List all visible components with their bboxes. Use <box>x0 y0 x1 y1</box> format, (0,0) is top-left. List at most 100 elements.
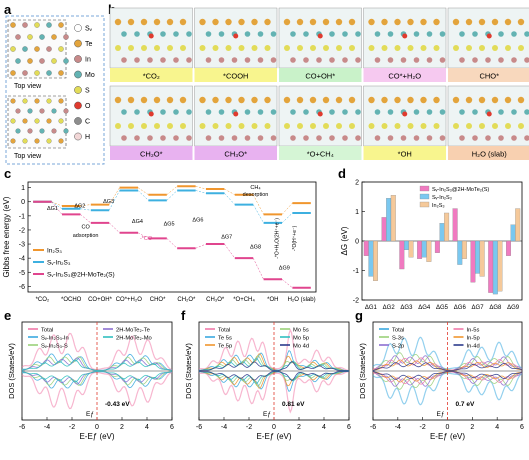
legend-label: Total <box>41 327 53 333</box>
atom-mark <box>225 45 232 51</box>
band-gap-label: -0.43 eV <box>105 401 130 408</box>
energy-connector-1 <box>252 204 264 224</box>
atom-mark <box>478 18 486 26</box>
bar-1 <box>421 240 427 258</box>
atom-mark <box>322 96 330 104</box>
atom-mark <box>39 128 45 134</box>
bar-1 <box>475 240 481 274</box>
atom-mark <box>10 22 16 28</box>
atom-mark <box>342 135 348 141</box>
x-tick-label: 6 <box>347 424 351 431</box>
atom-mark <box>270 135 277 141</box>
atom-mark <box>433 96 440 104</box>
atom-mark <box>179 18 187 26</box>
atom-mark <box>46 118 52 124</box>
energy-connector-0 <box>80 204 91 207</box>
atom-mark <box>459 57 465 63</box>
legend-atom-icon <box>74 55 82 63</box>
tile-label: H₂O (slab) <box>472 150 508 159</box>
atom-mark <box>439 135 446 141</box>
bar-0 <box>488 240 494 293</box>
x-tick-label: -6 <box>196 424 202 431</box>
atom-mark <box>58 98 64 104</box>
atom-mark <box>212 96 219 104</box>
atom-mark <box>257 109 264 115</box>
legend-label: 2H-MoTe₂-Te <box>116 327 150 333</box>
atom-mark <box>349 45 355 51</box>
adsorbate-mark <box>317 111 323 117</box>
legend-swatch <box>419 193 430 200</box>
atom-mark <box>504 96 512 104</box>
atom-mark <box>154 123 160 129</box>
atom-mark <box>51 58 57 64</box>
atom-mark <box>134 109 140 115</box>
atom-mark <box>238 18 245 26</box>
atom-mark <box>173 57 179 63</box>
atom-mark <box>387 57 394 63</box>
bar-0 <box>363 240 369 256</box>
atom-mark <box>15 34 21 40</box>
adsorbate-mark <box>233 33 239 39</box>
atom-mark <box>212 18 219 26</box>
atom-mark <box>303 57 309 63</box>
x-tick-label: H₂O (slab) <box>288 297 316 303</box>
atom-mark <box>420 96 427 104</box>
fermi-level-label: Eƒ <box>437 411 445 418</box>
panel-label-d: d <box>338 166 346 181</box>
atom-mark <box>225 18 232 26</box>
atom-mark <box>180 45 186 51</box>
atom-mark <box>58 138 64 144</box>
atom-mark <box>290 31 296 37</box>
atom-mark <box>58 46 64 52</box>
legend-label: In₂S₃ <box>47 248 62 255</box>
atom-mark <box>290 135 296 141</box>
delta-g-annotation: ΔG4 <box>132 219 143 225</box>
atom-mark <box>128 45 134 51</box>
bar-0 <box>434 240 440 253</box>
legend-atom-label: In <box>85 57 91 64</box>
atom-mark <box>114 96 122 104</box>
adsorbate-mark <box>402 33 408 39</box>
x-tick-label: ΔG3 <box>400 305 413 311</box>
y-tick-label: 1 <box>21 185 25 192</box>
atom-mark <box>336 123 342 129</box>
x-tick-label: CH₂O* <box>177 297 196 303</box>
atom-mark <box>349 123 355 129</box>
legend-label: S-2p <box>392 343 404 349</box>
atom-mark <box>439 31 446 37</box>
plot-frame <box>27 181 317 293</box>
fermi-level-label: Eƒ <box>263 411 271 418</box>
atom-mark <box>297 123 303 129</box>
adsorbate-mark <box>148 33 154 39</box>
atom-mark <box>290 57 296 63</box>
energy-connector-2 <box>252 258 264 280</box>
atoms-structure-2 <box>10 98 69 144</box>
atom-mark <box>524 31 529 37</box>
legend-label: 2H-MoTe₂-Mo <box>116 335 152 341</box>
y-tick-label: -6 <box>19 284 25 291</box>
atom-mark <box>10 118 16 124</box>
tile-label: *O+CH₄ <box>307 150 334 159</box>
dos-curve-up-5 <box>372 362 523 372</box>
atom-mark <box>413 135 420 141</box>
atom-mark <box>310 123 316 129</box>
tile-label-bg <box>448 68 529 82</box>
atom-mark <box>492 123 498 129</box>
x-tick-label: CO*+H₂O <box>116 297 143 303</box>
tile-label: *OH <box>398 150 412 159</box>
y-tick-label: -4 <box>19 256 25 263</box>
panel-label-f: f <box>181 308 186 323</box>
atom-mark <box>310 45 316 51</box>
atom-mark <box>426 31 433 37</box>
tile-label-bg <box>194 146 277 160</box>
atom-mark <box>205 31 212 37</box>
atom-mark <box>128 123 134 129</box>
atom-mark <box>303 31 309 37</box>
atom-mark <box>257 31 264 37</box>
atom-legend: Sᵥ Te In Mo S O C H <box>74 24 95 141</box>
x-tick-label: *OCHO <box>61 297 82 303</box>
dos-chart-e: -6 -4 -2 0 2 4 6 E-Eƒ (eV) DOS (States/eV) Eƒ -0.4… <box>7 321 174 441</box>
bar-1 <box>492 240 498 295</box>
panel-label-g: g <box>355 308 363 323</box>
atom-mark <box>121 135 127 141</box>
